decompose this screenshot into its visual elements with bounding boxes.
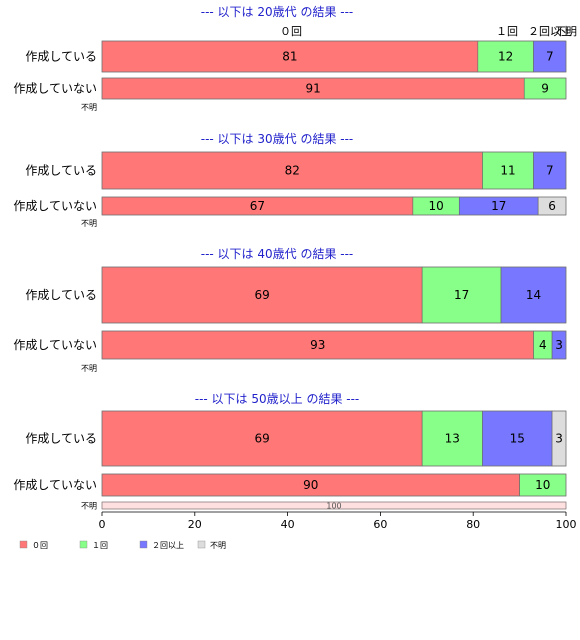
x-tick-label: 40 bbox=[281, 518, 295, 531]
data-label: 11 bbox=[500, 164, 515, 178]
panel-title: --- 以下は 20歳代 の結果 --- bbox=[201, 5, 354, 19]
x-tick-label: 80 bbox=[466, 518, 480, 531]
row-label: 作成していない bbox=[13, 478, 97, 492]
data-label: 9 bbox=[541, 82, 549, 96]
panel-title: --- 以下は 50歳以上 の結果 --- bbox=[195, 392, 360, 406]
data-label: 10 bbox=[428, 199, 443, 213]
data-label: 6 bbox=[548, 199, 556, 213]
bar-segment bbox=[101, 410, 423, 467]
bar-segment bbox=[533, 151, 567, 190]
row-label: 不明 bbox=[81, 219, 97, 228]
row-label: 作成している bbox=[25, 432, 97, 446]
data-label: 7 bbox=[546, 50, 554, 64]
bar-segment bbox=[482, 151, 534, 190]
row-label: 作成していない bbox=[13, 338, 97, 352]
data-label: 82 bbox=[285, 164, 300, 178]
data-label: 12 bbox=[498, 50, 513, 64]
panel-title: --- 以下は 40歳代 の結果 --- bbox=[201, 247, 354, 261]
legend-label: ０回 bbox=[32, 541, 48, 550]
data-label: 17 bbox=[454, 288, 469, 302]
row-label: 不明 bbox=[81, 364, 97, 373]
bar-outline bbox=[101, 501, 567, 510]
row-label: 作成していない bbox=[13, 199, 97, 213]
bar-outline bbox=[101, 196, 567, 216]
legend-label: 不明 bbox=[210, 541, 226, 550]
legend-swatch bbox=[197, 540, 206, 549]
legend-label: １回 bbox=[92, 541, 108, 550]
data-label: 13 bbox=[445, 432, 460, 446]
bar-segment bbox=[101, 151, 483, 190]
data-label: 81 bbox=[282, 50, 297, 64]
data-label: 69 bbox=[254, 432, 269, 446]
data-label: 3 bbox=[555, 432, 563, 446]
data-label: 17 bbox=[491, 199, 506, 213]
data-label: 7 bbox=[546, 164, 554, 178]
panel-title: --- 以下は 30歳代 の結果 --- bbox=[201, 132, 354, 146]
row-label: 不明 bbox=[81, 502, 97, 511]
category-header: １回 bbox=[496, 25, 518, 38]
bar-outline bbox=[101, 410, 567, 467]
legend-swatch bbox=[139, 540, 148, 549]
bar-outline bbox=[101, 77, 567, 100]
legend-swatch bbox=[19, 540, 28, 549]
legend-label: ２回以上 bbox=[152, 541, 184, 550]
data-label: 67 bbox=[250, 199, 265, 213]
bar-outline bbox=[101, 330, 567, 360]
row-label: 作成していない bbox=[13, 82, 97, 96]
bar-segment bbox=[482, 410, 553, 467]
data-label: 4 bbox=[539, 338, 547, 352]
bar-outline bbox=[101, 151, 567, 190]
bar-outline bbox=[101, 40, 567, 73]
row-label: 作成している bbox=[25, 288, 97, 302]
row-label: 作成している bbox=[25, 50, 97, 64]
data-label: 15 bbox=[510, 432, 525, 446]
category-header: ２回以上 bbox=[528, 25, 572, 38]
bar-segment bbox=[421, 266, 502, 324]
data-label: 100 bbox=[326, 502, 341, 511]
data-label: 3 bbox=[555, 338, 563, 352]
x-tick-label: 100 bbox=[556, 518, 577, 531]
legend-swatch bbox=[79, 540, 88, 549]
bar-segment bbox=[101, 266, 423, 324]
bar-segment bbox=[101, 330, 534, 360]
data-label: 91 bbox=[305, 82, 320, 96]
data-label: 90 bbox=[303, 478, 318, 492]
category-header: 不明 bbox=[555, 25, 577, 38]
data-label: 10 bbox=[535, 478, 550, 492]
bar-segment bbox=[421, 410, 483, 467]
data-label: 69 bbox=[254, 288, 269, 302]
category-header: ０回 bbox=[280, 25, 302, 38]
bar-outline bbox=[101, 473, 567, 497]
x-tick-label: 0 bbox=[99, 518, 106, 531]
x-tick-label: 60 bbox=[373, 518, 387, 531]
x-tick-label: 20 bbox=[188, 518, 202, 531]
row-label: 作成している bbox=[25, 164, 97, 178]
data-label: 14 bbox=[526, 288, 541, 302]
bar-outline bbox=[101, 266, 567, 324]
data-label: 93 bbox=[310, 338, 325, 352]
bar-segment bbox=[500, 266, 567, 324]
row-label: 不明 bbox=[81, 103, 97, 112]
